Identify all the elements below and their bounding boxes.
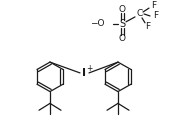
Text: −O: −O xyxy=(90,19,105,28)
Text: O: O xyxy=(119,34,126,43)
Text: F: F xyxy=(153,11,159,20)
Text: F: F xyxy=(151,1,157,10)
Text: S: S xyxy=(119,19,125,29)
Text: +: + xyxy=(86,63,92,73)
Text: C: C xyxy=(137,9,143,18)
Text: F: F xyxy=(146,22,150,31)
Text: O: O xyxy=(119,5,126,14)
Text: I: I xyxy=(82,68,86,78)
